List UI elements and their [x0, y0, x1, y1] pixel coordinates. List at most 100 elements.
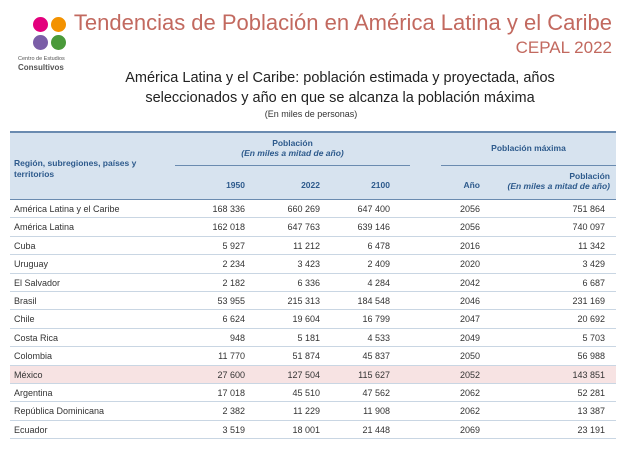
logo-text-line2: Consultivos: [18, 63, 64, 72]
table-title: América Latina y el Caribe: población es…: [125, 70, 555, 106]
cell-name: América Latina y el Caribe: [14, 204, 120, 214]
cell-2100: 45 837: [362, 351, 390, 362]
table-header: Región, subregiones, países y territorio…: [10, 133, 616, 200]
cell-2022: 3 423: [297, 259, 320, 270]
cell-ano: 2056: [459, 222, 480, 233]
cell-ano: 2042: [459, 277, 480, 288]
table-unit: (En miles de personas): [264, 109, 358, 119]
cell-2022: 19 604: [292, 314, 320, 325]
cell-2100: 647 400: [357, 204, 390, 214]
cell-1950: 2 182: [222, 277, 245, 288]
cell-2022: 215 313: [287, 295, 320, 306]
cell-pmax: 740 097: [572, 222, 605, 233]
header-2022: 2022: [301, 180, 320, 190]
cell-ano: 2062: [459, 406, 480, 417]
header-poblacion-sub: (En miles a mitad de año): [241, 148, 344, 158]
logo-text-line1: Centro de Estudios: [18, 56, 65, 62]
cell-name: El Salvador: [14, 277, 61, 288]
cell-2100: 6 478: [367, 240, 390, 251]
cell-ano: 2069: [459, 424, 480, 435]
table-row: Cuba 5 927 11 212 6 478 2016 11 342: [10, 237, 616, 256]
table-row: Colombia 11 770 51 874 45 837 2050 56 988: [10, 347, 616, 366]
cell-ano: 2020: [459, 259, 480, 270]
cell-2100: 639 146: [357, 222, 390, 233]
cell-1950: 948: [229, 332, 245, 343]
table-row: Brasil 53 955 215 313 184 548 2046 231 169: [10, 292, 616, 311]
logo-dot-purple: [33, 35, 48, 50]
population-table: Región, subregiones, países y territorio…: [10, 131, 616, 440]
cell-ano: 2016: [459, 240, 480, 251]
cell-1950: 53 955: [217, 295, 245, 306]
cell-2100: 11 908: [363, 406, 390, 417]
table-row: Ecuador 3 519 18 001 21 448 2069 23 191: [10, 421, 616, 440]
cell-2100: 184 548: [357, 295, 390, 306]
header-poblacion: Población (En miles a mitad de año): [175, 138, 410, 158]
header-2100: 2100: [371, 180, 390, 190]
table-body: América Latina y el Caribe 168 336 660 269…: [10, 200, 616, 440]
cell-2022: 45 510: [292, 387, 320, 398]
table-row: América Latina 162 018 647 763 639 146 2056 7…: [10, 218, 616, 237]
logo: Centro de Estudios Consultivos: [14, 6, 90, 82]
cell-pmax: 5 703: [582, 332, 605, 343]
table-row: Uruguay 2 234 3 423 2 409 2020 3 429: [10, 255, 616, 274]
cell-2100: 2 409: [367, 259, 390, 270]
cell-1950: 17 018: [217, 387, 245, 398]
cell-name: Colombia: [14, 351, 53, 362]
cell-2022: 6 336: [297, 277, 320, 288]
cell-name: América Latina: [14, 222, 75, 233]
cell-1950: 5 927: [222, 240, 245, 251]
cell-2022: 18 001: [292, 424, 320, 435]
cell-ano: 2046: [459, 295, 480, 306]
table-row: República Dominicana 2 382 11 229 11 908 206…: [10, 402, 616, 421]
cell-pmax: 13 387: [577, 406, 605, 417]
page-subtitle: CEPAL 2022: [515, 38, 612, 57]
header-pmax-poblacion-sub: (En miles a mitad de año): [507, 181, 611, 191]
cell-pmax: 11 342: [578, 240, 605, 251]
cell-pmax: 52 281: [577, 387, 605, 398]
cell-1950: 168 336: [212, 204, 245, 214]
header-divider: [175, 165, 410, 166]
cell-2022: 660 269: [287, 204, 320, 214]
cell-1950: 6 624: [222, 314, 245, 325]
header-ano: Año: [463, 180, 480, 190]
cell-1950: 2 234: [222, 259, 245, 270]
cell-pmax: 20 692: [577, 314, 605, 325]
cell-2100: 16 799: [362, 314, 390, 325]
cell-name: Ecuador: [14, 424, 48, 435]
cell-pmax: 6 687: [582, 277, 605, 288]
cell-name: Chile: [14, 314, 35, 325]
cell-ano: 2062: [459, 387, 480, 398]
cell-pmax: 143 851: [572, 369, 605, 380]
cell-pmax: 231 169: [572, 295, 605, 306]
cell-ano: 2056: [459, 204, 480, 214]
cell-1950: 27 600: [217, 369, 245, 380]
cell-2022: 11 229: [293, 406, 320, 417]
header-pmax-poblacion-label: Población: [569, 171, 610, 181]
header-poblacion-maxima: Población máxima: [491, 143, 566, 153]
cell-2100: 4 533: [367, 332, 390, 343]
header-1950: 1950: [226, 180, 245, 190]
cell-1950: 3 519: [222, 424, 245, 435]
cell-2022: 5 181: [297, 332, 320, 343]
cell-1950: 11 770: [218, 351, 245, 362]
table-row: Chile 6 624 19 604 16 799 2047 20 692: [10, 310, 616, 329]
cell-ano: 2047: [459, 314, 480, 325]
cell-2022: 51 874: [292, 351, 320, 362]
cell-1950: 2 382: [222, 406, 245, 417]
table-row: Argentina 17 018 45 510 47 562 2062 52 281: [10, 384, 616, 403]
cell-name: Brasil: [14, 295, 37, 306]
cell-pmax: 751 864: [572, 204, 605, 214]
cell-2100: 115 627: [358, 369, 390, 380]
cell-name: Cuba: [14, 240, 36, 251]
cell-ano: 2050: [459, 351, 480, 362]
cell-name: República Dominicana: [14, 406, 105, 417]
logo-dot-orange: [51, 17, 66, 32]
table-row: México 27 600 127 504 115 627 2052 143 851: [10, 365, 616, 384]
table-row: Costa Rica 948 5 181 4 533 2049 5 703: [10, 329, 616, 348]
table-row: América Latina y el Caribe 168 336 660 269…: [10, 200, 616, 219]
header-pmax-poblacion: Población (En miles a mitad de año): [490, 171, 611, 191]
logo-dot-magenta: [33, 17, 48, 32]
table-row: El Salvador 2 182 6 336 4 284 2042 6 687: [10, 274, 616, 292]
cell-ano: 2049: [459, 332, 480, 343]
page-title: Tendencias de Población en América Latin…: [73, 10, 612, 35]
